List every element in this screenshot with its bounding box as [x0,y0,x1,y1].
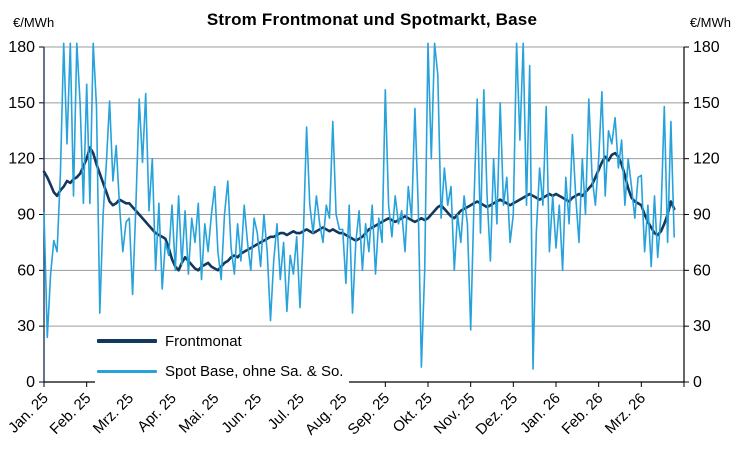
y-tick-label-left: 90 [17,207,35,224]
y-tick-label-left: 0 [26,374,35,391]
x-tick-label: Dez. 25 [473,390,522,439]
y-tick-label-left: 180 [8,39,35,56]
x-tick-label: Mrz. 26 [602,390,649,437]
y-tick-label-right: 60 [693,262,711,279]
y-axis-unit-left: €/MWh [13,15,55,30]
x-tick-label: Jan. 26 [517,390,564,437]
y-tick-label-right: 180 [693,39,720,56]
x-tick-label: Aug. 25 [302,390,351,439]
spot-base-line-swatch [97,369,157,373]
x-tick-label: Mrz. 25 [90,390,137,437]
y-tick-label-right: 120 [693,151,720,168]
chart-legend: Frontmonat Spot Base, ohne Sa. & So. [95,328,350,394]
x-tick-label: Jun. 25 [218,390,265,437]
x-tick-label: Nov. 25 [431,390,479,438]
y-tick-label-left: 30 [17,318,35,335]
x-tick-label: Jan. 25 [5,390,52,437]
y-tick-label-left: 120 [8,151,35,168]
y-tick-label-right: 90 [693,207,711,224]
chart-title: Strom Frontmonat und Spotmarkt, Base [206,10,538,29]
legend-item-frontmonat: Frontmonat [97,330,343,352]
y-tick-label-left: 150 [8,95,35,112]
legend-item-spot-base: Spot Base, ohne Sa. & So. [97,360,343,382]
legend-label-spot-base: Spot Base, ohne Sa. & So. [165,362,344,380]
x-tick-label: Feb. 26 [559,390,607,438]
y-tick-label-right: 150 [693,95,720,112]
x-tick-label: Mai. 25 [176,390,223,437]
x-tick-label: Feb. 25 [47,390,95,438]
y-tick-label-right: 0 [693,374,702,391]
x-tick-label: Okt. 25 [390,390,436,436]
frontmonat-line [42,146,676,272]
spot-base-line [43,42,676,370]
frontmonat-line-swatch [97,339,157,343]
y-tick-label-right: 30 [693,318,711,335]
y-tick-label-left: 60 [17,262,35,279]
legend-label-frontmonat: Frontmonat [165,332,242,350]
y-axis-unit-right: €/MWh [689,15,731,30]
x-tick-label: Sep. 25 [345,390,394,439]
x-tick-label: Apr. 25 [134,390,180,436]
